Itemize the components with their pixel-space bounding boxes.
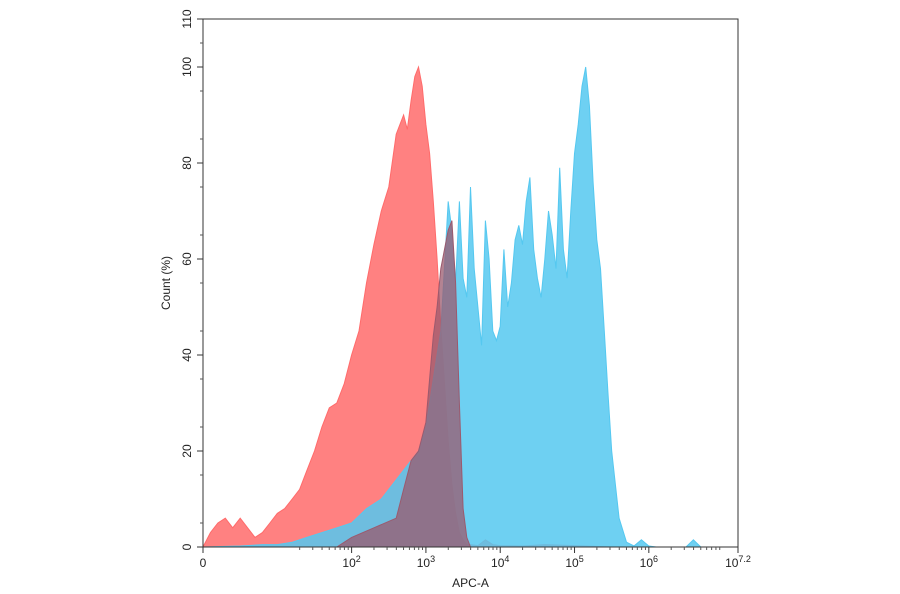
- x-tick-label-2: 102: [342, 554, 360, 570]
- histogram-series-2: [202, 66, 738, 548]
- y-tick-label-1: 0: [180, 543, 194, 550]
- histogram-series-3: [335, 220, 472, 548]
- y-tick-label-6: 100: [180, 57, 194, 77]
- y-tick-label-4: 60: [180, 252, 194, 266]
- x-tick-exponent-5: 5: [579, 554, 584, 564]
- x-tick-label-3: 103: [417, 554, 435, 570]
- y-tick-label-5: 80: [180, 156, 194, 170]
- x-tick-label-7: 107.2: [725, 554, 751, 570]
- x-tick-label-6: 106: [640, 554, 658, 570]
- y-axis-title: Count (%): [159, 256, 173, 310]
- y-tick-label-7: 110: [180, 9, 194, 28]
- x-tick-exponent-6: 6: [653, 554, 658, 564]
- x-tick-exponent-3: 3: [430, 554, 435, 564]
- x-tick-label-4: 104: [491, 554, 509, 570]
- y-tick-label-3: 40: [180, 348, 194, 362]
- x-tick-exponent-7: 7.2: [738, 554, 751, 564]
- x-axis-title: APC-A: [452, 576, 489, 590]
- x-tick-exponent-4: 4: [504, 554, 509, 564]
- x-tick-label-5: 105: [565, 554, 583, 570]
- plot-area: [202, 65, 738, 548]
- y-tick-label-2: 20: [180, 444, 194, 458]
- x-tick-exponent-2: 2: [356, 554, 361, 564]
- x-tick-label-1: 0: [200, 556, 207, 570]
